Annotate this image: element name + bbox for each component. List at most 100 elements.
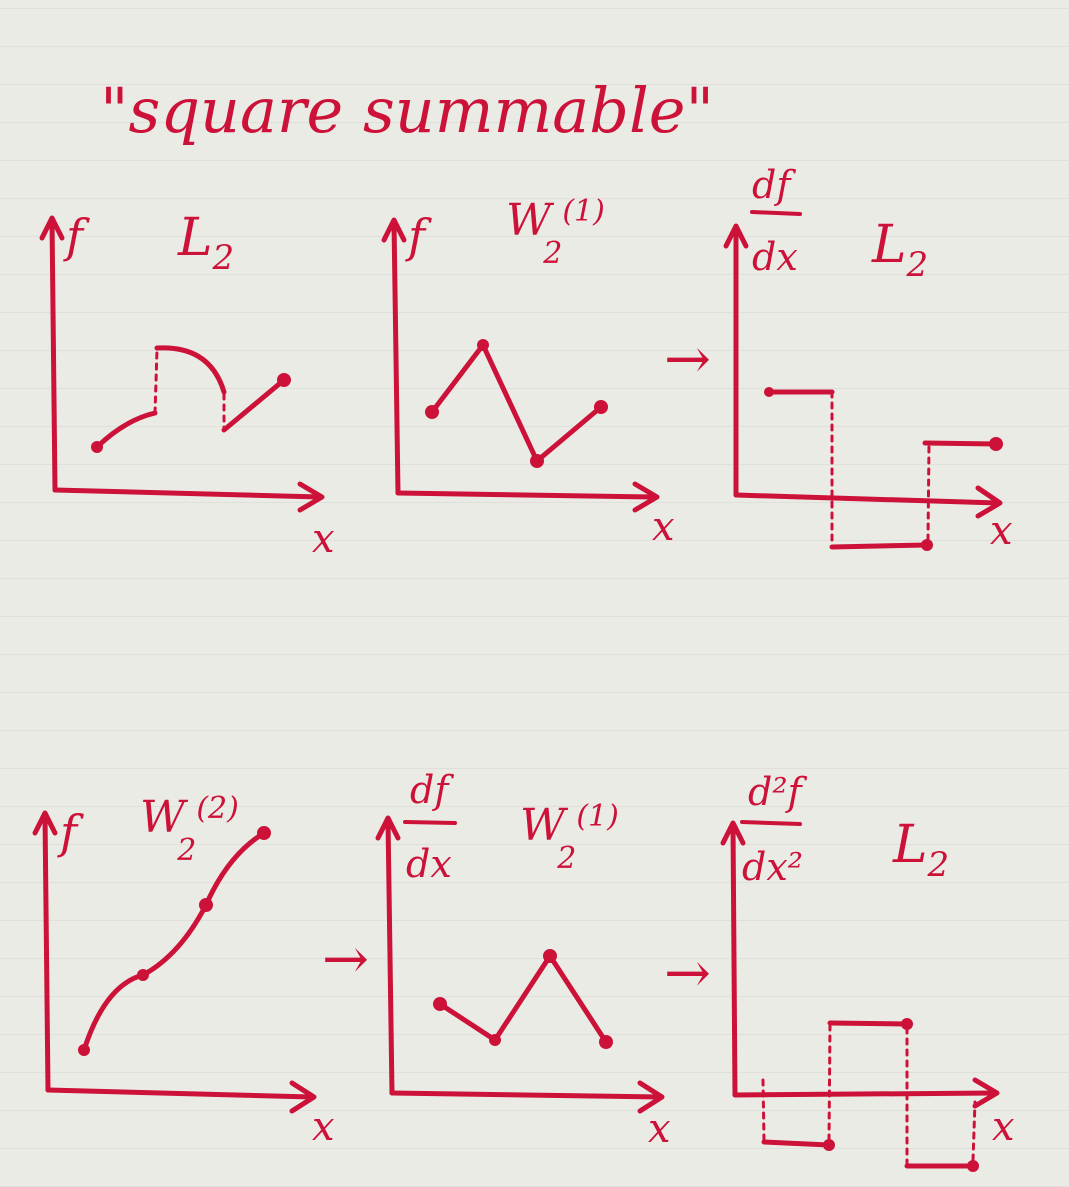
smooth-curve: [81, 830, 267, 1053]
x-axis-label: x: [312, 1104, 335, 1150]
space-subscript: 2: [927, 845, 950, 885]
panel-bottom-left: f x W 2(2): [32, 791, 335, 1150]
y-axis-label: f: [63, 209, 90, 263]
curve-segment: [94, 410, 158, 450]
panel-bottom-middle: df dx x W 2(1): [375, 768, 671, 1152]
x-axis: [732, 1090, 998, 1098]
curve-segment: [221, 377, 287, 433]
step-endpoint: [989, 437, 1003, 451]
curve-point: [433, 997, 447, 1011]
y-axis: [42, 812, 51, 1093]
curve-point: [489, 1034, 501, 1046]
space-label: W 2(2): [140, 791, 239, 868]
y-axis-arrowhead: [381, 217, 407, 243]
space-letter: W: [520, 800, 569, 851]
curve-point: [477, 339, 489, 351]
space-label: L2: [177, 208, 234, 278]
curve-point: [199, 898, 213, 912]
curve-point: [257, 826, 271, 840]
space-subscript: 2: [542, 236, 562, 271]
x-axis-arrowhead: [637, 1080, 665, 1114]
step-segment: [829, 542, 930, 550]
panel-bottom-right: d²f dx² x L2: [720, 770, 1015, 1172]
space-subscript: 2: [212, 238, 235, 278]
derivative-arrow: →: [664, 941, 711, 1006]
y-axis-arrowhead: [723, 223, 749, 249]
y-axis-label-fraction-bar: [740, 820, 802, 826]
x-axis: [733, 492, 1001, 506]
y-axis-arrowhead: [375, 815, 401, 841]
curve-point: [530, 454, 544, 468]
y-axis-label-numerator: df: [410, 768, 454, 812]
curve-point: [137, 969, 149, 981]
space-label: L2: [892, 815, 949, 885]
x-axis-label: x: [990, 508, 1013, 554]
curve-point: [425, 405, 439, 419]
curve-segment: [154, 345, 227, 395]
x-axis-arrowhead: [297, 481, 325, 513]
space-letter: L: [871, 215, 907, 275]
step-endpoint: [967, 1160, 979, 1172]
page-title: "square summable": [100, 74, 714, 147]
y-axis-label-numerator: df: [752, 163, 796, 207]
piecewise-linear-curve: [429, 342, 604, 464]
y-axis: [730, 822, 738, 1098]
y-axis-label-denominator: dx: [406, 842, 452, 886]
space-subscript: 2: [556, 841, 576, 876]
y-axis-label-denominator: dx²: [742, 845, 803, 889]
curve-point: [594, 400, 608, 414]
space-letter: L: [177, 208, 213, 268]
y-axis-arrowhead: [39, 215, 65, 241]
x-axis-label: x: [312, 516, 335, 562]
panel-top-left: f x L2: [39, 208, 335, 562]
step-endpoint: [823, 1139, 835, 1151]
x-axis-label: x: [652, 504, 675, 550]
space-letter: W: [506, 195, 555, 246]
jump-dotted-line: [926, 443, 931, 542]
space-letter: W: [140, 792, 189, 843]
panel-top-middle: f x W 2(1): [381, 194, 675, 550]
y-axis: [49, 217, 58, 493]
y-axis-arrowhead: [720, 820, 746, 846]
space-subscript: 2: [176, 833, 196, 868]
derivative-arrow: →: [322, 927, 369, 992]
jump-dotted-line: [827, 1024, 832, 1142]
y-axis: [391, 219, 401, 496]
space-label: L2: [871, 215, 928, 285]
x-axis: [389, 1090, 663, 1100]
x-axis-arrowhead: [289, 1080, 317, 1114]
x-axis-arrowhead: [632, 481, 660, 513]
step-segment: [827, 1020, 910, 1027]
x-axis: [52, 487, 323, 500]
piecewise-linear-curve: [437, 953, 609, 1045]
curve-point: [78, 1044, 90, 1056]
panel-top-right: df dx x L2: [723, 163, 1013, 554]
jump-dotted-line: [761, 1078, 766, 1142]
step-segment: [761, 1139, 832, 1148]
jump-dotted-line: [153, 348, 159, 415]
x-axis: [395, 490, 658, 500]
space-superscript: (2): [196, 791, 239, 826]
space-superscript: (1): [576, 799, 619, 834]
x-axis-label: x: [992, 1104, 1015, 1150]
step-endpoint: [921, 539, 933, 551]
y-axis-arrowhead: [32, 810, 58, 836]
x-axis-label: x: [648, 1106, 671, 1152]
jump-dotted-line: [971, 1100, 977, 1162]
y-axis-label: f: [405, 209, 432, 263]
space-label: W 2(1): [520, 799, 619, 876]
y-axis-label: f: [57, 805, 84, 859]
y-axis-label-denominator: dx: [752, 235, 798, 279]
curve-point: [277, 373, 291, 387]
curve-point: [599, 1035, 613, 1049]
y-axis-label-fraction-bar: [403, 820, 457, 825]
curve-point: [543, 949, 557, 963]
derivative-arrow: →: [664, 327, 711, 392]
step-endpoint: [764, 387, 774, 397]
space-letter: L: [892, 815, 928, 875]
space-superscript: (1): [562, 194, 605, 229]
y-axis: [385, 817, 395, 1096]
x-axis: [45, 1087, 315, 1100]
step-endpoint: [901, 1018, 913, 1030]
